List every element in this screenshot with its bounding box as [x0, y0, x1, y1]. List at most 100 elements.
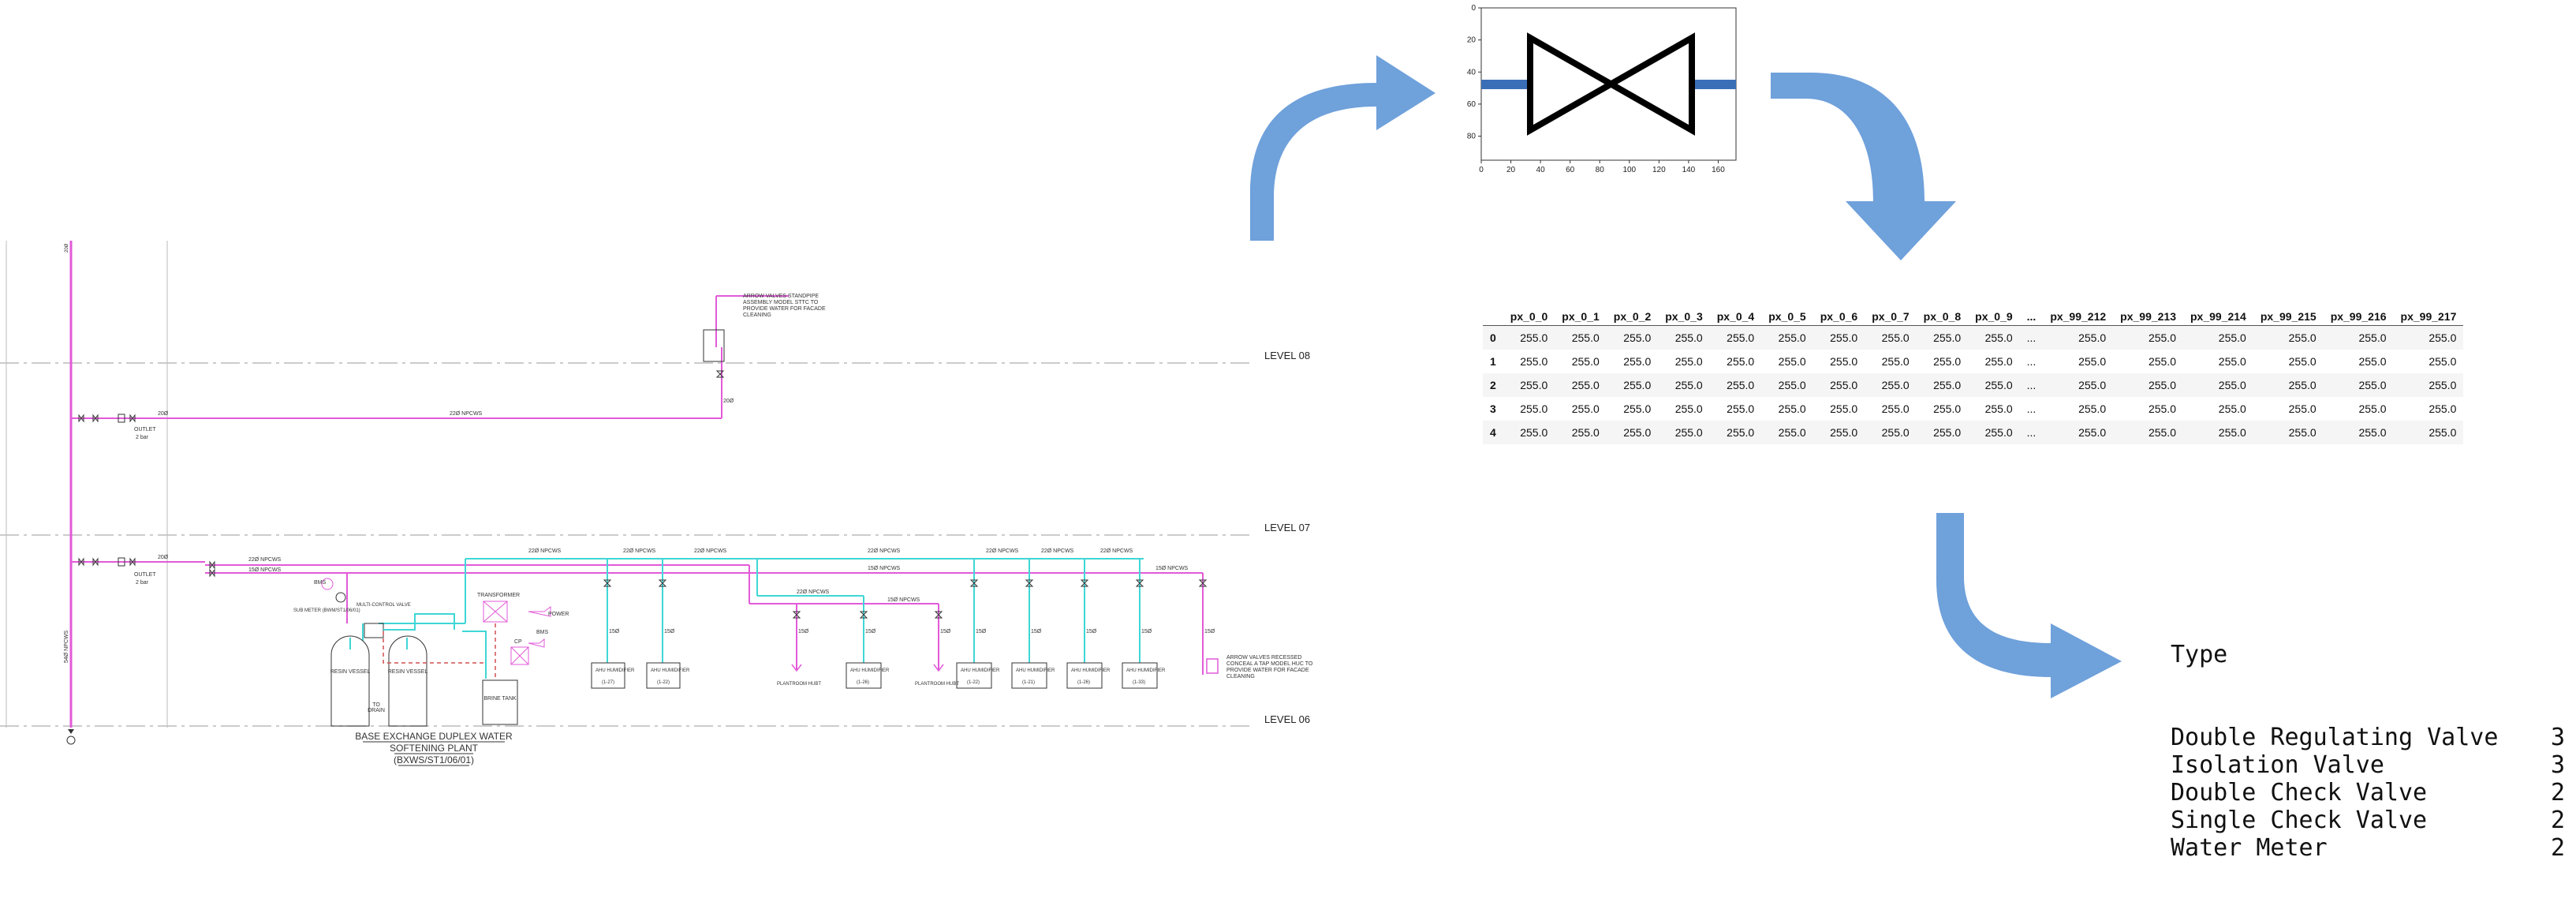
figure-canvas: LEVEL 08 LEVEL 07 LEVEL 06 20Ø 54Ø NPCWS [0, 4, 2565, 862]
arrow-schematic-to-plot [1250, 55, 1435, 241]
l07-d20-label: 20Ø [158, 555, 169, 560]
l07-label-a: 22Ø NPCWS [248, 557, 282, 563]
gate-valve-symbol [1527, 32, 1695, 136]
riser-size-label: 54Ø NPCWS [64, 630, 69, 663]
right-note-container: ARROW VALVES RECESSED CONCEAL A TAP MODE… [1226, 655, 1312, 679]
table-index-header [1483, 308, 1503, 326]
drop-label-3: 15Ø [798, 629, 809, 634]
table-row: 2 255.0 255.0 255.0 255.0 255.0 255.0 255.0 255.… [1483, 373, 2464, 397]
table-cell: 255.0 [2429, 355, 2457, 368]
multi-control-valve-label: MULTI-CONTROL VALVE [357, 603, 411, 608]
l08-d20-label: 20Ø [158, 411, 169, 417]
table-cell: 255.0 [2113, 421, 2183, 444]
table-column-header: px_0_9 [1968, 308, 2020, 326]
table-cell: 255.0 [2113, 373, 2183, 397]
table-cell: 255.0 [2043, 325, 2114, 350]
table-cell: 255.0 [1813, 421, 1865, 444]
level-06-label: LEVEL 06 [1264, 713, 1310, 725]
table-cell: 255.0 [1830, 402, 1858, 415]
table-cell: ... [2019, 373, 2044, 397]
drop-label-4: 15Ø [865, 629, 876, 634]
l07-pressure-label: 2 bar [136, 580, 149, 586]
ahu-label-3: AHU HUMIDIFIER [850, 668, 890, 673]
ahu-id-6: (1-26) [1077, 680, 1090, 685]
ahu-id-5: (1-21) [1022, 680, 1035, 685]
table-cell: 255.0 [1503, 373, 1555, 397]
table-cell: 255.0 [2253, 373, 2324, 397]
drop-label-6: 15Ø [976, 629, 987, 634]
table-cell: 255.0 [1623, 355, 1652, 368]
x-tick-label: 80 [1596, 166, 1605, 174]
table-column-header: px_0_8 [1916, 308, 1969, 326]
l07-label-m: 15Ø NPCWS [1155, 566, 1189, 571]
table-cell: 255.0 [2078, 402, 2107, 415]
table-cell: 255.0 [1727, 355, 1755, 368]
table-cell: 255.0 [2183, 421, 2253, 444]
ahu-boxes [591, 662, 1158, 689]
plot-pipe-left [1481, 80, 1530, 89]
drop-label-9: 15Ø [1141, 629, 1152, 634]
table-cell: 255.0 [1555, 421, 1607, 444]
ahu-label-5: AHU HUMIDIFIER [1016, 668, 1055, 673]
table-column-header: px_0_1 [1555, 308, 1607, 326]
table-row-index: 0 [1483, 325, 1503, 350]
table-cell: ... [2026, 355, 2037, 368]
table-cell: 255.0 [1865, 421, 1917, 444]
table-cell: 255.0 [2148, 355, 2176, 368]
brine-tank-label: BRINE TANK [483, 696, 517, 702]
level-07-cyan-pipes [362, 558, 1144, 663]
x-tick-label: 40 [1536, 166, 1546, 174]
table-cell: 255.0 [2253, 325, 2324, 350]
table-cell: 255.0 [2218, 355, 2246, 368]
table-row: 3 255.0 255.0 255.0 255.0 255.0 255.0 255.0 255.… [1483, 397, 2463, 421]
x-tick-label: 120 [1652, 166, 1666, 174]
table-column-header: px_0_5 [1761, 308, 1813, 326]
table-cell: 255.0 [2113, 325, 2183, 350]
table-cell: 255.0 [2393, 325, 2464, 350]
plantroom-label-1: PLANTROOM HUBT [777, 682, 821, 687]
counts-header: Type [2171, 641, 2228, 668]
brine-tank-container: BRINE TANK [483, 696, 517, 702]
resin-vessel-2-container: RESIN VESSEL [388, 669, 428, 675]
table-cell: 255.0 [2323, 325, 2394, 350]
ahu-label-6: AHU HUMIDIFIER [1071, 668, 1111, 673]
y-tick-label: 20 [1467, 36, 1477, 45]
l07-label-l: 15Ø NPCWS [887, 597, 920, 603]
table-cell: 255.0 [1555, 373, 1607, 397]
table-cell: 255.0 [1520, 402, 1548, 415]
cp-label: CP [514, 639, 522, 645]
ahu-label-2: AHU HUMIDIFIER [651, 668, 690, 673]
l07-outlet-label: OUTLET [134, 572, 156, 578]
table-cell: 255.0 [1727, 402, 1755, 415]
table-cell: 255.0 [1865, 373, 1917, 397]
to-drain-label: TO DRAIN [368, 702, 385, 713]
counts-row-value: 2 [2550, 779, 2565, 807]
table-column-header: px_99_213 [2113, 308, 2183, 326]
level-07-valves [78, 557, 215, 578]
table-cell: 255.0 [1984, 355, 2013, 368]
table-cell: 255.0 [1571, 402, 1600, 415]
drop-label-10: 15Ø [1204, 629, 1215, 634]
counts-row-value: 3 [2550, 751, 2565, 779]
level-08-branch [71, 295, 789, 419]
l07-label-k: 22Ø NPCWS [797, 590, 830, 595]
to-drain-container: TO DRAIN [368, 702, 385, 713]
counts-rows: Double Regulating Valve 3 Isolation Valve 3… [2171, 724, 2565, 862]
table-cell: 255.0 [1709, 325, 1762, 350]
table-cell: 255.0 [2043, 421, 2114, 444]
drop-label-8: 15Ø [1086, 629, 1097, 634]
y-tick-label: 80 [1467, 133, 1477, 141]
level-08-valves [78, 329, 725, 423]
table-cell: 255.0 [1658, 421, 1710, 444]
plot-pipe-right [1692, 80, 1736, 89]
level-lines [0, 362, 1254, 727]
counts-row-value: 3 [2550, 724, 2565, 751]
table-cell: 255.0 [1933, 402, 1962, 415]
table-cell: 255.0 [1606, 325, 1659, 350]
ahu-id-7: (1-33) [1133, 680, 1145, 685]
figure-svg: LEVEL 08 LEVEL 07 LEVEL 06 20Ø 54Ø NPCWS [0, 4, 2122, 766]
table-cell: 255.0 [1503, 325, 1555, 350]
counts-row-label: Isolation Valve [2171, 751, 2384, 779]
table-row: 0 255.0 255.0 255.0 255.0 255.0 255.0 255.0 255.… [1483, 325, 2464, 350]
plot-ticks: 0 20 40 60 80 100 120 140 160 0 20 40 60 80 [1467, 4, 1725, 174]
